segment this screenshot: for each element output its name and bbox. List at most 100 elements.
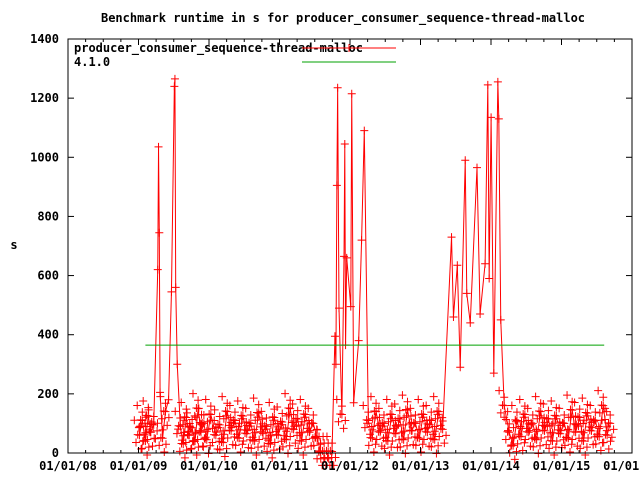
data-point [196,428,205,437]
data-point [601,430,610,439]
data-point [337,410,346,419]
data-point [489,369,498,378]
data-point [606,419,615,428]
data-point [144,443,153,452]
data-point [291,414,300,423]
data-point [189,436,198,445]
data-point [427,442,436,451]
data-point [427,408,436,417]
data-point [453,261,462,270]
data-point [293,406,302,415]
data-point [172,429,181,438]
data-point [503,407,512,416]
data-point [333,83,342,92]
data-point [245,422,254,431]
data-point [371,440,380,449]
data-point [184,427,193,436]
data-point [374,404,383,413]
data-point [418,440,427,449]
data-point [354,336,363,345]
data-point [206,416,215,425]
data-point [303,427,312,436]
data-point [418,413,427,422]
data-point [496,315,505,324]
data-point [577,427,586,436]
data-point [155,441,164,450]
data-point [507,441,516,450]
data-point [360,126,369,135]
data-point [501,435,510,444]
data-point [569,427,578,436]
data-point [535,411,544,420]
data-point [292,422,301,431]
data-point [264,439,273,448]
y-axis-label: s [10,238,17,252]
data-point [357,236,366,245]
data-point [524,428,533,437]
data-point [595,424,604,433]
data-point [285,441,294,450]
data-point [281,389,290,398]
data-point [293,414,302,423]
data-point [363,419,372,428]
data-point [434,441,443,450]
data-point [364,441,373,450]
data-point [374,427,383,436]
data-point [328,439,337,448]
data-point [523,404,532,413]
data-point [342,253,351,262]
data-point [215,412,224,421]
x-tick-label: 01/01/12 [321,459,379,473]
legend: producer_consumer_sequence-thread-malloc… [74,41,396,69]
data-point [153,426,162,435]
data-point [436,424,445,433]
data-point [494,114,503,123]
data-point [313,425,322,434]
data-point [194,404,203,413]
data-point [280,435,289,444]
data-point [281,423,290,432]
data-point [300,443,309,452]
data-point [269,416,278,425]
data-point [493,77,502,86]
data-point [525,426,534,435]
data-point [261,434,270,443]
data-point [403,441,412,450]
data-point [282,427,291,436]
data-point [434,399,443,408]
data-point [579,437,588,446]
data-point [300,413,309,422]
data-point [296,395,305,404]
data-point [161,440,170,449]
data-point [447,233,456,242]
data-point [156,392,165,401]
data-point [227,423,236,432]
data-point [430,427,439,436]
data-point [170,74,179,83]
data-point [198,442,207,451]
data-point [326,446,335,455]
data-point [368,425,377,434]
data-point [520,438,529,447]
data-point [329,461,338,470]
data-point [604,445,613,454]
data-point [139,436,148,445]
data-point [239,436,248,445]
data-point [496,408,505,417]
data-point [602,407,611,416]
data-point [371,413,380,422]
data-point [433,410,442,419]
data-point [291,439,300,448]
data-point [511,415,520,424]
data-point [532,435,541,444]
data-point [390,429,399,438]
data-point [220,452,229,461]
data-point [219,438,228,447]
data-point [544,414,553,423]
data-point [579,428,588,437]
data-point [141,437,150,446]
data-point [429,392,438,401]
data-point [597,401,606,410]
x-tick-label: 01/01/10 [180,459,238,473]
